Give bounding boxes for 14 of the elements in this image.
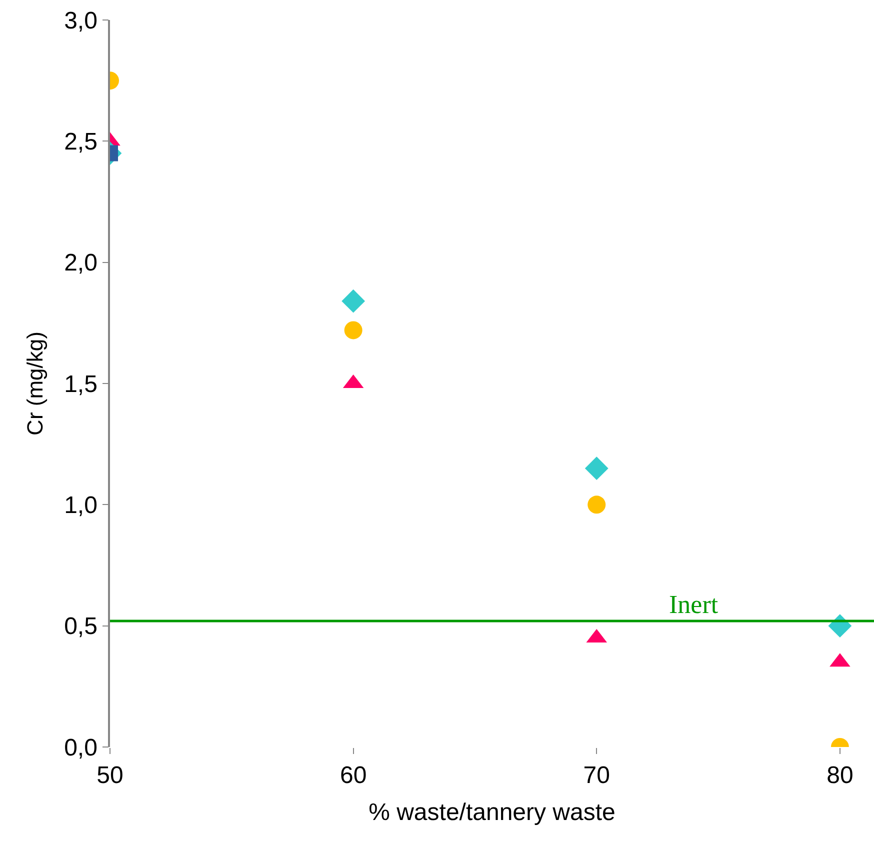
x-tick-label: 50 <box>96 762 124 789</box>
y-tick-label: 1,0 <box>64 492 98 520</box>
y-tick-label: 1,5 <box>64 370 98 398</box>
y-tick-label: 2,0 <box>64 250 98 277</box>
y-tick-label: 2,5 <box>64 128 98 156</box>
ref-line-label: Inert <box>669 590 719 619</box>
x-tick-label: 60 <box>340 762 367 789</box>
x-tick-label: 80 <box>826 762 854 789</box>
y-tick-label: 3,0 <box>64 7 98 34</box>
y-axis-title: Cr (mg/kg) <box>22 332 48 436</box>
y-tick-label: 0,0 <box>64 734 98 762</box>
x-axis-title: % waste/tannery waste <box>368 799 616 826</box>
y-tick-label: 0,5 <box>64 613 98 640</box>
x-tick-label: 70 <box>583 762 610 789</box>
